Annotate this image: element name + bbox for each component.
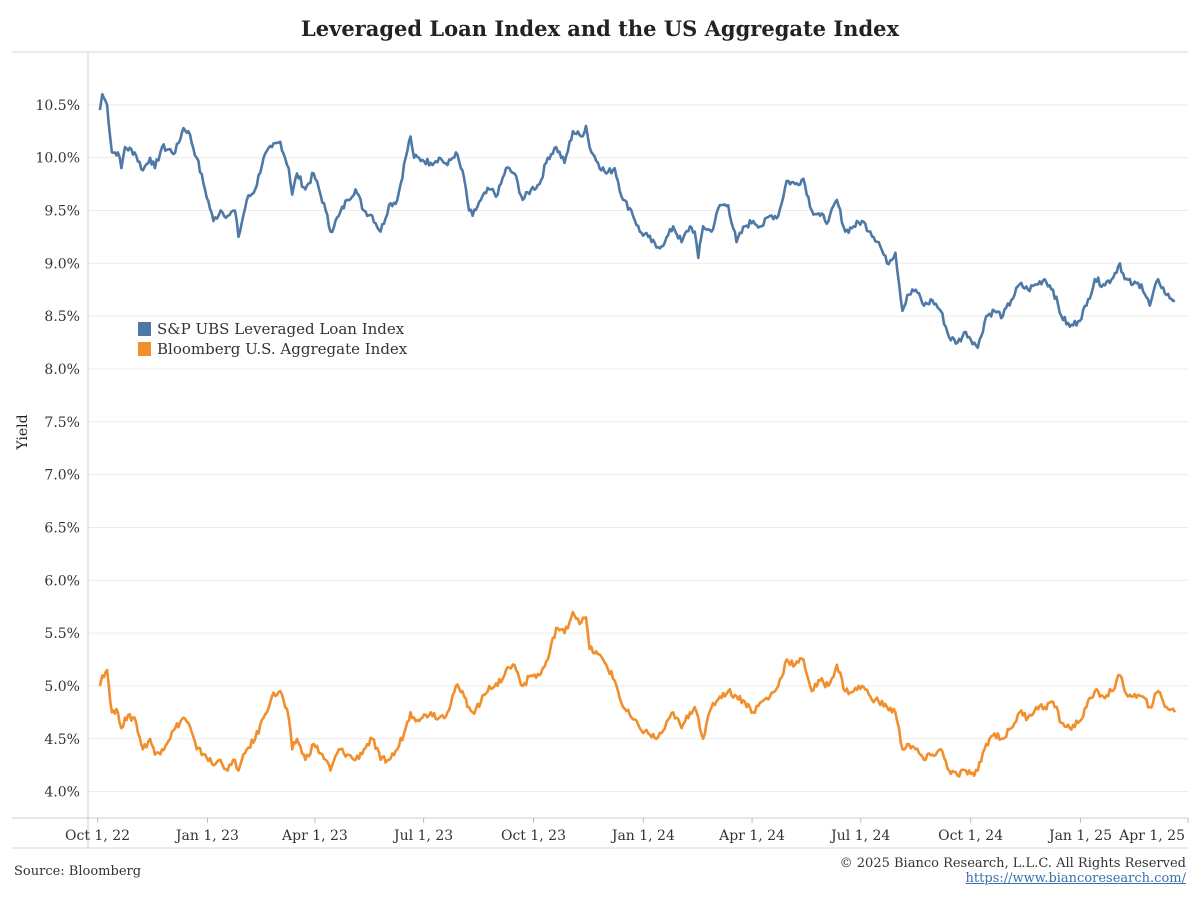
x-tick-label: Jul 1, 23 — [392, 828, 453, 844]
y-tick-label: 10.5% — [36, 98, 80, 114]
x-axis-ticks: Oct 1, 22 Jan 1, 23 Apr 1, 23 Jul 1, 23 Oct … — [65, 818, 1189, 844]
y-tick-label: 9.0% — [44, 256, 80, 272]
x-tick-label: Jul 1, 24 — [829, 828, 890, 844]
gridlines — [88, 104, 1188, 793]
y-tick-label: 10.0% — [36, 151, 80, 167]
x-tick-label: Apr 1, 25 — [1118, 828, 1185, 844]
website-link[interactable]: https://www.biancoresearch.com/ — [965, 871, 1186, 886]
y-tick-label: 5.5% — [44, 626, 80, 642]
chart-title: Leveraged Loan Index and the US Aggregat… — [300, 16, 900, 41]
series-line-leveraged-loan — [98, 93, 1176, 350]
x-tick-label: Jan 1, 23 — [174, 828, 239, 844]
legend-swatch — [138, 342, 151, 356]
y-tick-label: 5.0% — [44, 679, 80, 695]
x-tick-label: Jan 1, 24 — [610, 828, 675, 844]
y-axis-ticks: 4.0% 4.5% 5.0% 5.5% 6.0% 6.5% 7.0% 7.5% 8.0% 8.5%… — [36, 98, 80, 801]
y-tick-label: 8.5% — [44, 309, 80, 325]
y-tick-label: 4.0% — [44, 785, 80, 801]
source-note: Source: Bloomberg — [14, 864, 142, 879]
y-axis-label: Yield — [15, 414, 31, 450]
x-tick-label: Apr 1, 24 — [718, 828, 785, 844]
series-lines — [98, 93, 1177, 778]
x-tick-label: Oct 1, 22 — [65, 828, 130, 844]
legend-swatch — [138, 322, 151, 336]
y-tick-label: 6.0% — [44, 573, 80, 589]
footer-credits: © 2025 Bianco Research, L.L.C. All Right… — [840, 856, 1186, 886]
y-tick-label: 7.5% — [44, 415, 80, 431]
y-tick-label: 9.5% — [44, 203, 80, 219]
x-tick-label: Oct 1, 24 — [938, 828, 1003, 844]
y-tick-label: 4.5% — [44, 732, 80, 748]
y-tick-label: 7.0% — [44, 468, 80, 484]
legend: S&P UBS Leveraged Loan Index Bloomberg U.… — [138, 320, 408, 358]
x-tick-label: Jan 1, 25 — [1047, 828, 1112, 844]
series-line-us-aggregate — [98, 610, 1177, 778]
legend-label: S&P UBS Leveraged Loan Index — [157, 320, 405, 338]
y-tick-label: 6.5% — [44, 520, 80, 536]
x-tick-label: Apr 1, 23 — [281, 828, 348, 844]
legend-label: Bloomberg U.S. Aggregate Index — [157, 340, 408, 358]
copyright-text: © 2025 Bianco Research, L.L.C. All Right… — [839, 856, 1186, 871]
x-tick-label: Oct 1, 23 — [501, 828, 566, 844]
axes — [12, 51, 1188, 849]
y-tick-label: 8.0% — [44, 362, 80, 378]
